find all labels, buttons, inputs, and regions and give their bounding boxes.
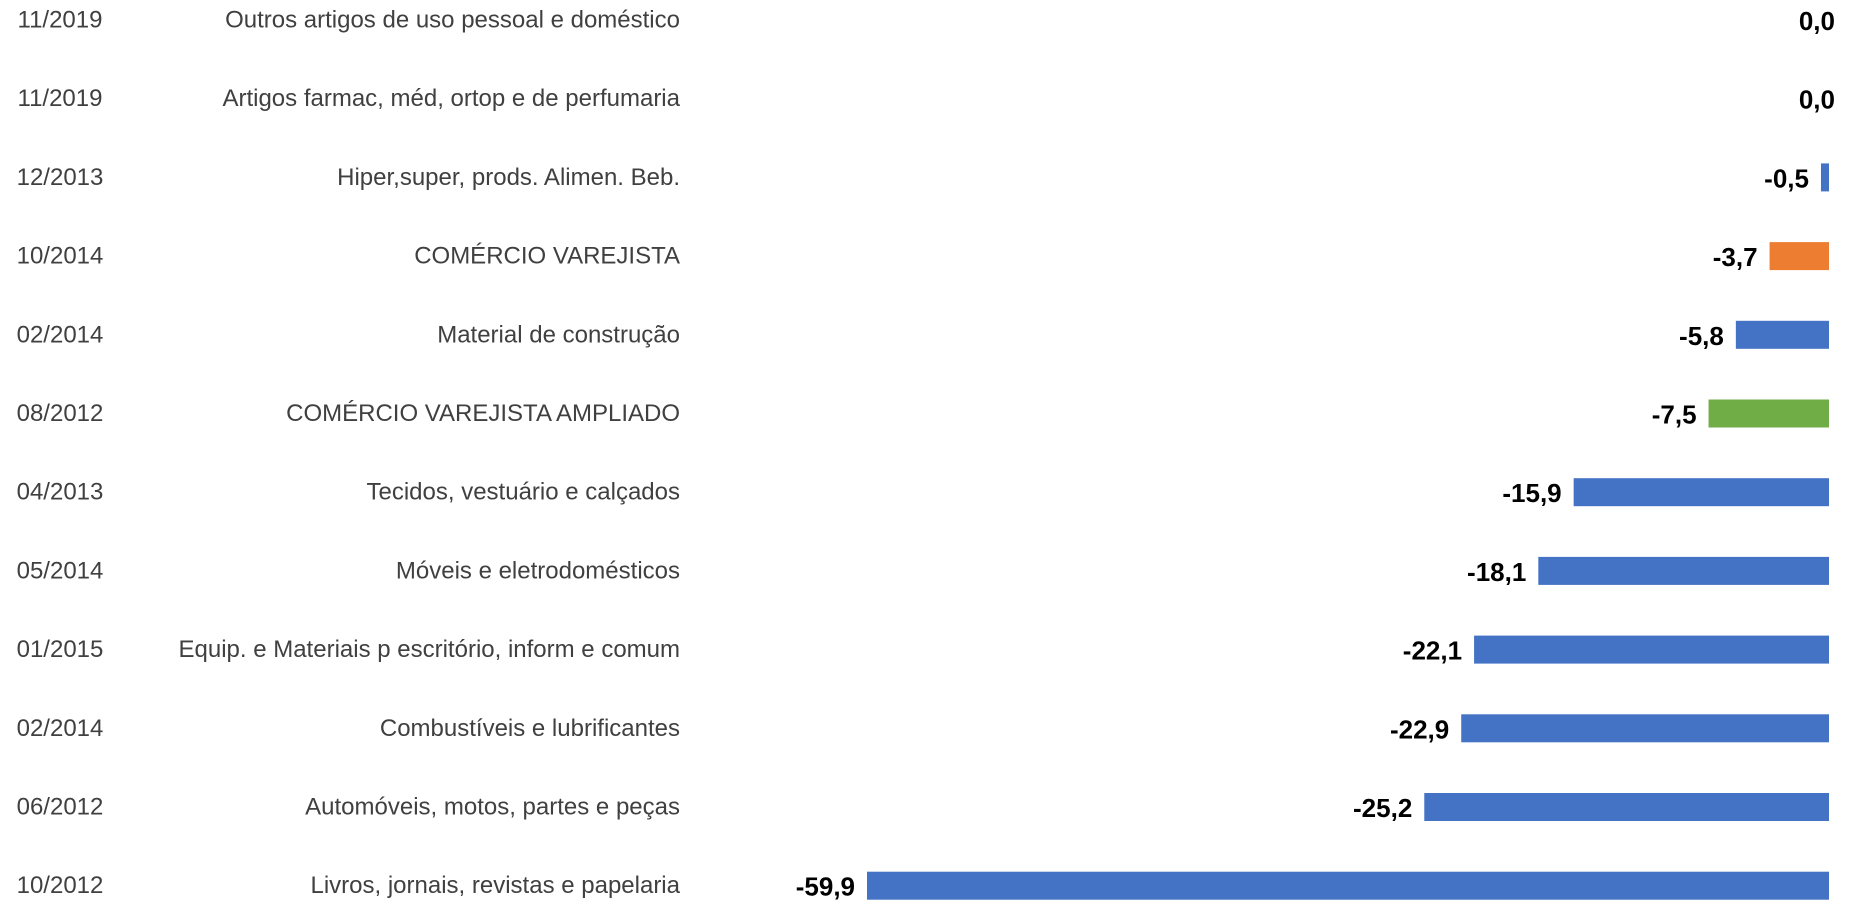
value-label: -59,9 [796, 872, 855, 902]
date-label: 11/2019 [18, 85, 103, 112]
value-label: -5,8 [1679, 321, 1724, 351]
date-label: 10/2014 [17, 243, 104, 270]
category-label: Móveis e eletrodomésticos [396, 557, 680, 584]
bar [867, 871, 1829, 900]
value-label: 0,0 [1799, 6, 1835, 36]
value-label: -15,9 [1502, 478, 1561, 508]
date-label: 01/2015 [17, 636, 104, 663]
category-label: Hiper,super, prods. Alimen. Beb. [337, 164, 680, 191]
date-label: 02/2014 [17, 715, 104, 742]
bar [1820, 163, 1829, 192]
category-label: Artigos farmac, méd, ortop e de perfumar… [222, 85, 680, 112]
category-label: COMÉRCIO VAREJISTA [414, 243, 680, 270]
category-label: Automóveis, motos, partes e peças [305, 794, 680, 821]
bar [1573, 478, 1829, 507]
date-label: 11/2019 [18, 7, 103, 34]
bar [1461, 714, 1829, 743]
date-label: 05/2014 [17, 557, 104, 584]
value-label: -25,2 [1353, 793, 1412, 823]
date-label: 10/2012 [17, 872, 104, 899]
value-label: -3,7 [1713, 242, 1758, 272]
value-label: 0,0 [1799, 85, 1835, 115]
category-label: Combustíveis e lubrificantes [380, 715, 680, 742]
category-label: Tecidos, vestuário e calçados [367, 479, 681, 506]
bar [1769, 242, 1829, 271]
bar [1474, 635, 1829, 664]
value-label: -22,1 [1403, 636, 1462, 666]
date-label: 06/2012 [17, 794, 104, 821]
value-label: -0,5 [1764, 163, 1809, 193]
value-label: -7,5 [1652, 400, 1697, 430]
date-label: 04/2013 [17, 479, 104, 506]
value-label: -18,1 [1467, 557, 1526, 587]
category-label: Equip. e Materiais p escritório, inform … [178, 636, 680, 663]
category-label: Livros, jornais, revistas e papelaria [310, 872, 680, 899]
value-label: -22,9 [1390, 714, 1449, 744]
bar [1424, 793, 1829, 821]
category-label: Material de construção [437, 321, 680, 348]
date-label: 12/2013 [17, 164, 104, 191]
category-label: COMÉRCIO VAREJISTA AMPLIADO [286, 400, 680, 427]
bar [1735, 320, 1829, 349]
date-label: 02/2014 [17, 321, 104, 348]
bar [1708, 399, 1829, 428]
date-label: 08/2012 [17, 400, 104, 427]
bar [1538, 556, 1829, 585]
category-label: Outros artigos de uso pessoal e doméstic… [225, 7, 680, 34]
